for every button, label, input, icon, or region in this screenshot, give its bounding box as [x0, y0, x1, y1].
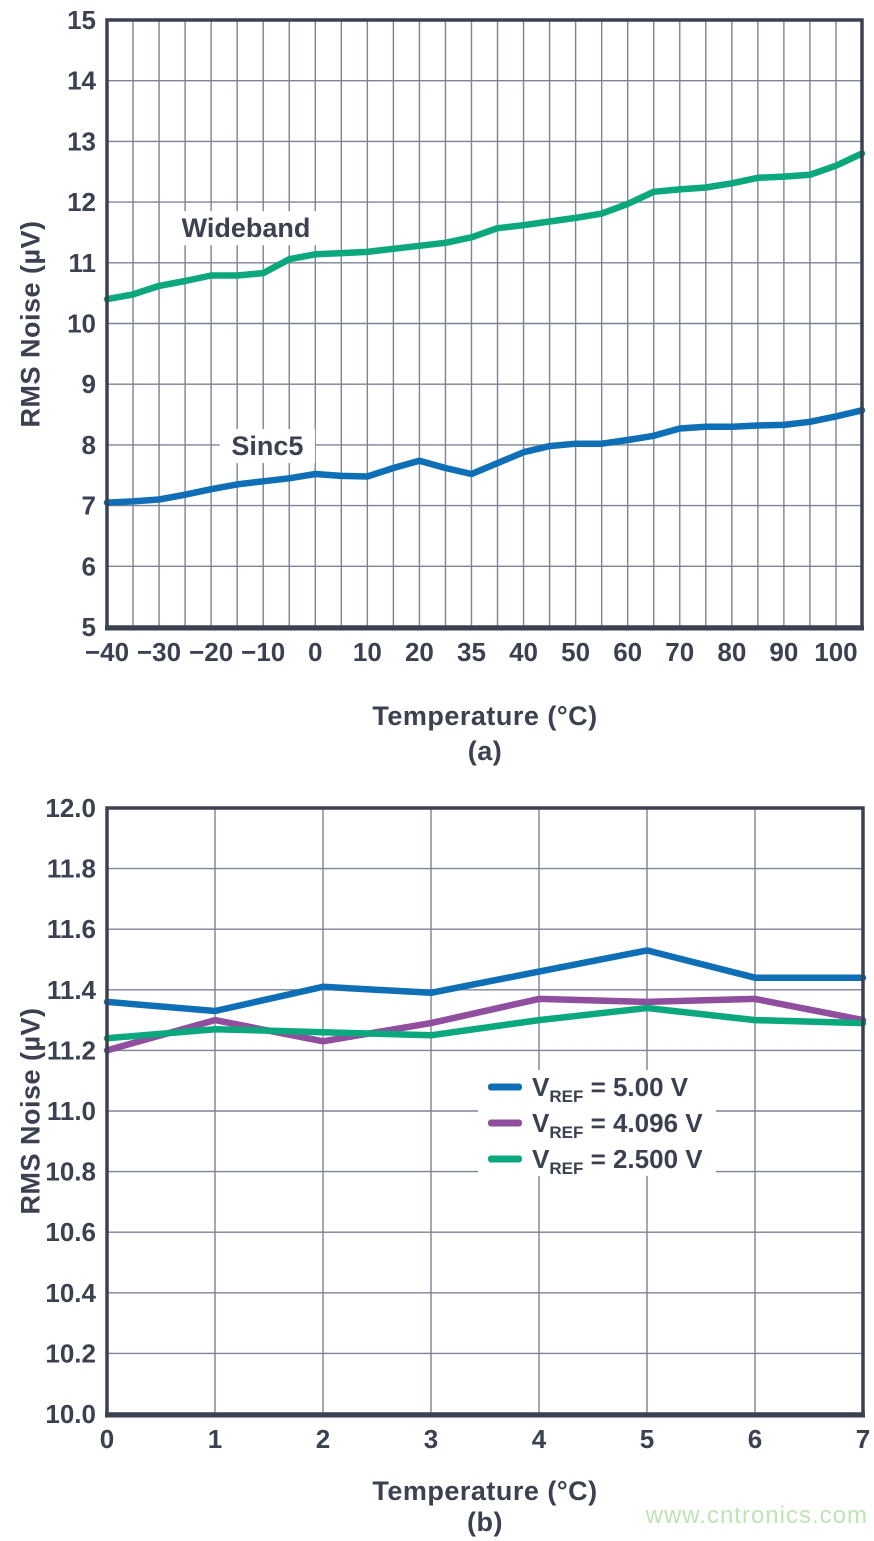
chart-b-caption: (b): [467, 1507, 503, 1537]
x-tick-label: 6: [748, 1424, 762, 1454]
x-tick-label: 100: [814, 637, 857, 667]
series-line-wideband: [103, 150, 866, 303]
x-tick-label: 7: [856, 1424, 870, 1454]
y-tick-label: 11.2: [47, 1035, 96, 1065]
series-label-bg: [219, 429, 316, 464]
y-tick-label: 13: [67, 126, 96, 156]
y-tick-label: 12.0: [45, 793, 96, 823]
x-tick-label: 4: [532, 1424, 547, 1454]
legend-swatch-icon: [488, 1083, 522, 1091]
y-tick-label: 11.6: [47, 914, 96, 944]
x-tick-label: 60: [613, 637, 642, 667]
x-tick-label: 2: [316, 1424, 330, 1454]
chart-b-x-axis-title: Temperature (°C): [372, 1476, 598, 1506]
y-tick-label: 6: [82, 551, 96, 581]
x-tick-label: 70: [665, 637, 694, 667]
x-tick-label: 20: [405, 637, 434, 667]
y-tick-label: 11: [69, 248, 97, 278]
x-tick-label: 5: [640, 1424, 654, 1454]
legend-item-label: VREF = 5.00 V: [532, 1072, 689, 1106]
x-tick-label: 80: [717, 637, 746, 667]
y-tick-label: 11.0: [47, 1096, 96, 1126]
legend-item-label: VREF = 2.500 V: [532, 1144, 703, 1178]
series-label-wideband: Wideband: [182, 213, 311, 243]
y-tick-label: 10: [67, 309, 96, 339]
series-line-vref-5-00-v: [103, 947, 867, 1015]
chart-b-y-axis-title: RMS Noise (µV): [15, 1007, 46, 1215]
chart-a-caption: (a): [467, 736, 503, 766]
x-tick-label: 90: [769, 637, 798, 667]
x-tick-label: 10: [353, 637, 382, 667]
x-tick-label: 1: [208, 1424, 222, 1454]
y-tick-label: 5: [82, 612, 96, 642]
grid: [106, 19, 863, 628]
x-tick-label: −10: [241, 637, 285, 667]
legend-swatch-icon: [488, 1119, 522, 1127]
series-line-vref-4-096-v: [103, 995, 867, 1054]
y-tick-label: 7: [82, 491, 96, 521]
y-tick-label: 10.8: [45, 1157, 96, 1187]
x-tick-label: 0: [308, 637, 322, 667]
series-line-vref-2-500-v: [103, 1004, 867, 1042]
series-line-sinc5: [103, 407, 866, 506]
x-tick-label: −30: [137, 637, 181, 667]
y-tick-label: 10.6: [45, 1217, 96, 1247]
y-tick-label: 11.4: [47, 975, 97, 1005]
x-tick-label: 40: [509, 637, 538, 667]
x-tick-label: −40: [85, 637, 129, 667]
series-label-sinc5: Sinc5: [231, 431, 303, 461]
x-tick-label: 0: [100, 1424, 114, 1454]
x-tick-label: 3: [424, 1424, 438, 1454]
chart-a-x-axis-title: Temperature (°C): [372, 701, 598, 731]
series-label-bg: [175, 211, 318, 246]
y-tick-label: 10.0: [45, 1399, 96, 1429]
x-tick-label: 35: [457, 637, 486, 667]
legend-item-label: VREF = 4.096 V: [532, 1108, 703, 1142]
y-tick-label: 10.2: [45, 1338, 96, 1368]
legend-swatch-icon: [488, 1155, 522, 1163]
y-tick-label: 9: [82, 369, 96, 399]
y-tick-label: 14: [67, 66, 96, 96]
y-tick-label: 10.4: [45, 1278, 96, 1308]
y-tick-label: 11.8: [47, 854, 96, 884]
x-tick-label: −20: [189, 637, 233, 667]
chart-a-canvas: Wideband Sinc5 −40 −30 −20 −10 0 10 20 35 40 50 60 70…: [67, 5, 866, 667]
y-tick-label: 8: [82, 430, 96, 460]
chart-a-y-axis-title: RMS Noise (µV): [15, 220, 46, 428]
y-tick-label: 12: [67, 187, 96, 217]
y-tick-label: 15: [67, 5, 96, 35]
watermark: www.cntronics.com: [645, 1502, 868, 1529]
x-tick-label: 50: [561, 637, 590, 667]
